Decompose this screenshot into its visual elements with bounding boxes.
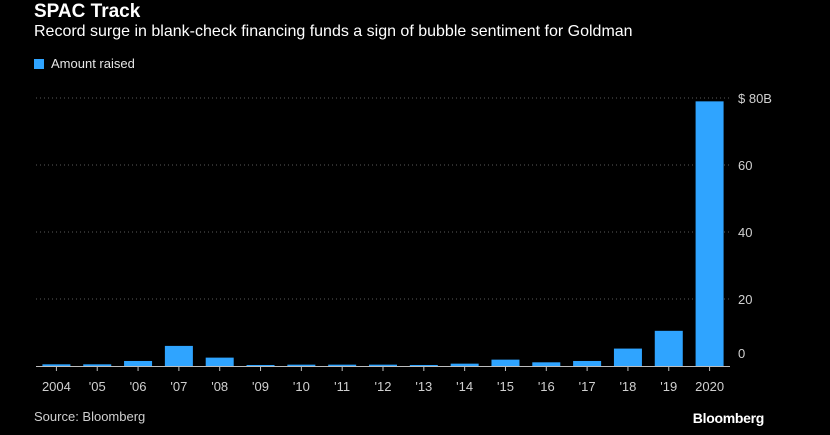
bar-6 xyxy=(287,364,316,366)
source-note: Source: Bloomberg xyxy=(34,409,146,424)
x-tick-label: '17 xyxy=(579,379,596,394)
bar-14 xyxy=(613,348,642,366)
y-tick-label: 60 xyxy=(738,158,752,173)
chart-subtitle: Record surge in blank-check financing fu… xyxy=(34,23,633,40)
chart-title: SPAC Track xyxy=(34,1,141,22)
bar-16 xyxy=(695,101,724,366)
x-tick-label: '19 xyxy=(660,379,677,394)
x-tick-label: '14 xyxy=(456,379,473,394)
legend-swatch xyxy=(34,58,44,69)
bar-9 xyxy=(409,364,438,366)
bar-10 xyxy=(450,363,479,366)
x-tick-label: '15 xyxy=(497,379,514,394)
bar-2 xyxy=(124,360,153,366)
bar-11 xyxy=(491,359,520,366)
y-tick-label: 40 xyxy=(738,225,752,240)
y-tick-label: 0 xyxy=(738,346,745,361)
y-tick-label: 20 xyxy=(738,292,752,307)
x-tick-label: '09 xyxy=(252,379,269,394)
bar-7 xyxy=(328,364,357,366)
x-tick-label: '06 xyxy=(130,379,147,394)
y-tick-label: $ 80B xyxy=(738,91,772,106)
bar-5 xyxy=(246,364,275,366)
x-tick-label: '08 xyxy=(211,379,228,394)
bar-12 xyxy=(532,362,561,366)
bar-8 xyxy=(369,364,397,366)
x-tick-label: '11 xyxy=(334,379,350,394)
legend-label: Amount raised xyxy=(51,56,135,71)
x-tick-label: 2020 xyxy=(695,379,724,394)
x-tick-label: '18 xyxy=(619,379,636,394)
bloomberg-logo: Bloomberg xyxy=(692,410,765,426)
x-tick-label: '10 xyxy=(293,379,310,394)
bar-15 xyxy=(654,330,683,366)
bar-13 xyxy=(573,360,602,366)
x-tick-label: '16 xyxy=(538,379,555,394)
bar-1 xyxy=(83,364,112,366)
x-tick-label: '13 xyxy=(415,379,432,394)
x-tick-label: '12 xyxy=(375,379,392,394)
x-tick-label: 2004 xyxy=(42,379,71,394)
bar-0 xyxy=(42,364,71,366)
x-tick-label: '07 xyxy=(170,379,187,394)
bar-4 xyxy=(205,357,234,366)
x-tick-label: '05 xyxy=(89,379,106,394)
legend: Amount raised xyxy=(34,56,135,71)
bar-3 xyxy=(164,345,193,366)
